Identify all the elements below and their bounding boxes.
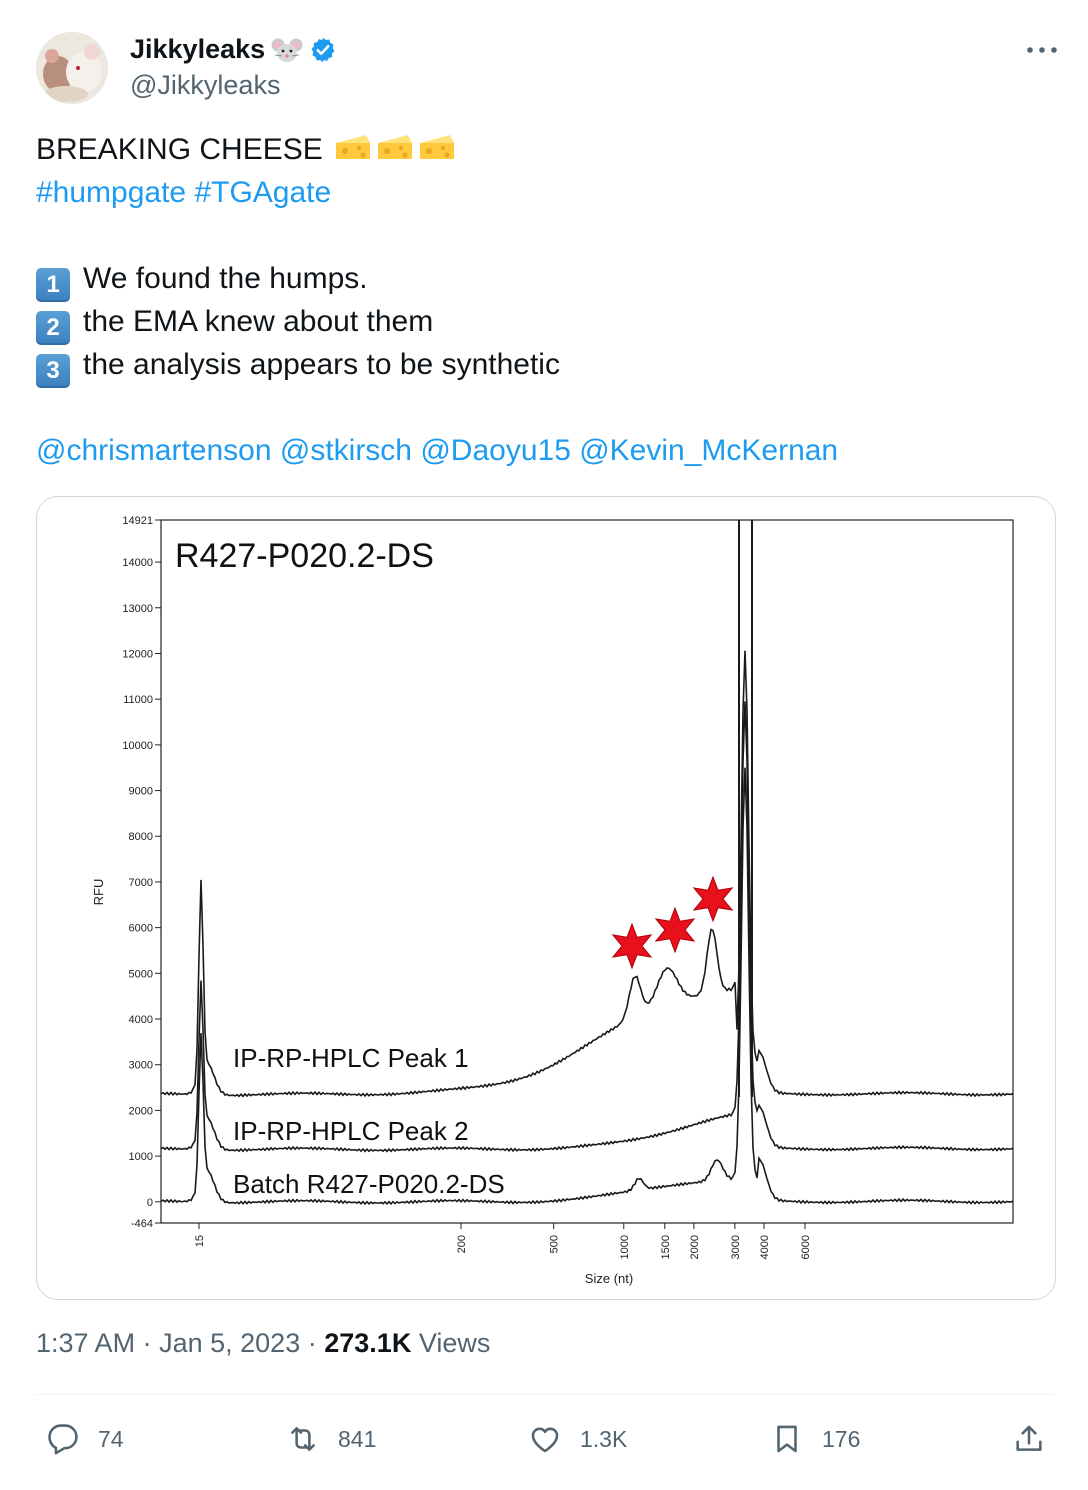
x-ticks: 15 200 500 1000 1500 2000 3000 4000 6000	[194, 1223, 812, 1259]
cheese-wedge-icon	[375, 131, 415, 163]
x-tick-label: 1500	[660, 1235, 672, 1259]
point-text: We found the humps.	[83, 262, 368, 295]
divider	[36, 1394, 1054, 1395]
red-star-icon	[611, 922, 653, 970]
y-tick-label: -464	[131, 1218, 153, 1230]
tweet-mentions[interactable]: @chrismartenson @stkirsch @Daoyu15 @Kevi…	[36, 434, 839, 467]
more-options-icon[interactable]	[1022, 36, 1062, 60]
electropherogram-chart: R427-P020.2-DS RFU Size (nt) 14921 14000 1…	[91, 515, 1014, 1286]
views-label: Views	[418, 1328, 491, 1358]
action-bar: 74 841 1.3K 176	[0, 1412, 1088, 1466]
tweet-text: BREAKING CHEESE #humpgate #TGAgate 1 We f…	[36, 128, 1052, 472]
y-tick-label: 4000	[129, 1014, 153, 1026]
cheese-wedge-icon	[417, 131, 457, 163]
verified-badge-icon[interactable]	[309, 36, 337, 64]
views-count: 273.1K	[324, 1328, 412, 1358]
y-tick-label: 14000	[122, 557, 153, 569]
trace-peak-2	[160, 701, 1014, 1153]
x-tick-label: 4000	[759, 1235, 771, 1259]
y-tick-label: 2000	[129, 1105, 153, 1117]
x-tick-label: 500	[549, 1235, 561, 1253]
y-tick-label: 14921	[122, 515, 153, 527]
avatar-image	[36, 32, 108, 104]
y-tick-label: 9000	[129, 786, 153, 798]
like-count: 1.3K	[580, 1425, 628, 1452]
blank-line	[36, 386, 1052, 429]
y-tick-label: 12000	[122, 648, 153, 660]
y-ticks: 1492114000130001200011000100009000800070…	[122, 515, 161, 1230]
tweet-headline: BREAKING CHEESE	[36, 133, 323, 166]
cheese-wedge-icon	[333, 131, 373, 163]
share-button[interactable]	[1012, 1412, 1046, 1466]
repost-count: 841	[338, 1425, 377, 1452]
y-tick-label: 7000	[129, 877, 153, 889]
x-tick-label: 15	[194, 1235, 206, 1247]
tweet-point-3: 3 the analysis appears to be synthetic	[36, 343, 1052, 388]
trace-label-batch: Batch R427-P020.2-DS	[233, 1169, 505, 1199]
plot-frame	[160, 519, 1014, 1224]
author-display-name[interactable]: Jikkyleaks	[130, 34, 266, 64]
y-tick-label: 3000	[129, 1060, 153, 1072]
keycap-3-icon: 3	[36, 354, 70, 388]
y-tick-label: 13000	[122, 603, 153, 615]
author-name-row: Jikkyleaks	[130, 34, 337, 65]
red-star-icon	[692, 875, 734, 923]
tweet-time[interactable]: 1:37 AM	[36, 1328, 136, 1358]
like-button[interactable]: 1.3K	[528, 1412, 627, 1466]
y-tick-label: 10000	[122, 740, 153, 752]
x-tick-label: 200	[456, 1235, 468, 1253]
tweet-meta: 1:37 AM · Jan 5, 2023 · 273.1K Views	[36, 1328, 490, 1359]
point-text: the analysis appears to be synthetic	[83, 348, 560, 381]
tweet-headline-line: BREAKING CHEESE	[36, 128, 1052, 171]
y-axis-title: RFU	[91, 879, 106, 906]
meta-separator: ·	[307, 1328, 317, 1358]
chart-title: R427-P020.2-DS	[175, 537, 434, 575]
keycap-2-icon: 2	[36, 311, 70, 345]
blank-line	[36, 214, 1052, 257]
y-tick-label: 1000	[129, 1151, 153, 1163]
x-tick-label: 2000	[689, 1235, 701, 1259]
red-star-icon	[654, 906, 696, 954]
reply-button[interactable]: 74	[46, 1412, 124, 1466]
trace-batch	[160, 767, 1014, 1206]
y-tick-label: 8000	[129, 831, 153, 843]
repost-icon	[291, 1427, 315, 1451]
heart-icon	[531, 1427, 559, 1453]
bookmark-count: 176	[822, 1425, 861, 1452]
keycap-1-icon: 1	[36, 268, 70, 302]
tweet-point-1: 1 We found the humps.	[36, 257, 1052, 302]
y-tick-label: 5000	[129, 968, 153, 980]
y-tick-label: 0	[147, 1197, 153, 1209]
y-tick-label: 11000	[123, 694, 153, 706]
x-axis-title: Size (nt)	[585, 1271, 633, 1286]
y-tick-label: 6000	[129, 923, 153, 935]
tweet-date[interactable]: Jan 5, 2023	[159, 1328, 301, 1358]
tweet-point-2: 2 the EMA knew about them	[36, 300, 1052, 345]
reply-count: 74	[98, 1425, 124, 1452]
trace-label-peak-2: IP-RP-HPLC Peak 2	[233, 1116, 469, 1146]
author-handle[interactable]: @Jikkyleaks	[130, 70, 281, 100]
tweet-hashtags[interactable]: #humpgate #TGAgate	[36, 176, 332, 209]
rat-face-icon	[271, 36, 303, 64]
reply-icon	[48, 1424, 78, 1455]
x-tick-label: 6000	[800, 1235, 812, 1259]
bookmark-button[interactable]: 176	[770, 1412, 860, 1466]
meta-separator: ·	[142, 1328, 152, 1358]
point-text: the EMA knew about them	[83, 305, 434, 338]
share-icon	[1016, 1425, 1042, 1451]
media-image[interactable]: R427-P020.2-DS RFU Size (nt) 14921 14000 1…	[36, 496, 1056, 1300]
avatar[interactable]	[36, 32, 108, 104]
star-annotations	[611, 875, 734, 970]
x-tick-label: 3000	[730, 1235, 742, 1259]
trace-peak-1	[160, 650, 1014, 1098]
x-tick-label: 1000	[619, 1235, 631, 1259]
repost-button[interactable]: 841	[286, 1412, 376, 1466]
bookmark-icon	[777, 1425, 797, 1453]
trace-label-peak-1: IP-RP-HPLC Peak 1	[233, 1043, 469, 1073]
